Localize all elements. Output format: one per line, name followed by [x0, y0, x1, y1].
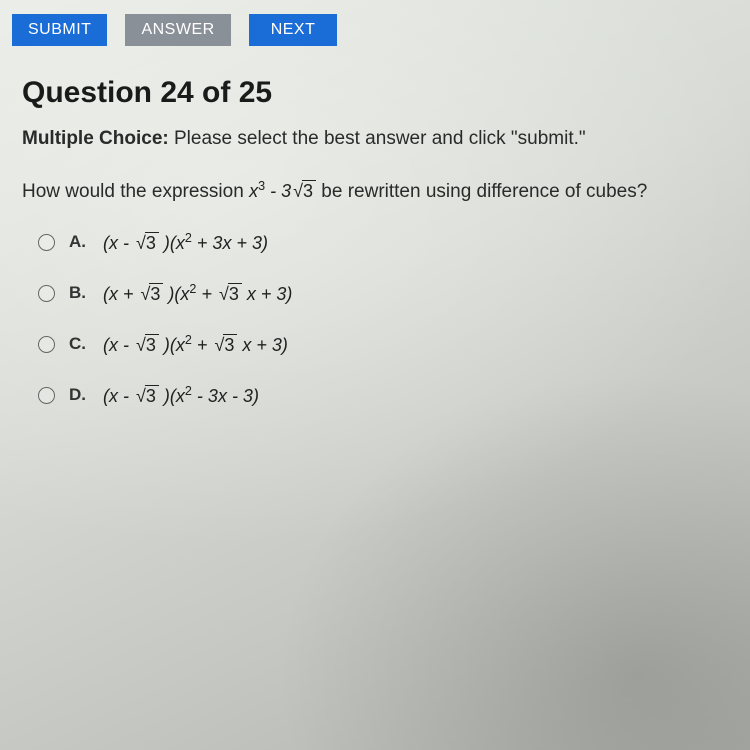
mc-text: Please select the best answer and click … [169, 128, 586, 149]
submit-button[interactable]: SUBMIT [12, 14, 107, 46]
choice-b[interactable]: B. (x + 3 )(x2 + 3 x + 3) [38, 282, 728, 305]
choice-d[interactable]: D. (x - 3 )(x2 - 3x - 3) [38, 384, 728, 407]
choice-expression: (x + 3 )(x2 + 3 x + 3) [103, 282, 292, 305]
toolbar: SUBMIT ANSWER NEXT [0, 0, 750, 56]
choice-letter: C. [69, 334, 89, 354]
choice-expression: (x - 3 )(x2 - 3x - 3) [103, 384, 259, 407]
answer-button[interactable]: ANSWER [125, 14, 230, 46]
mc-label: Multiple Choice: [22, 128, 169, 149]
choice-letter: B. [69, 283, 89, 303]
choices-list: A. (x - 3 )(x2 + 3x + 3) B. (x + 3 )(x2 … [22, 231, 728, 407]
radio-icon[interactable] [38, 387, 55, 404]
radio-icon[interactable] [38, 336, 55, 353]
next-button[interactable]: NEXT [249, 14, 338, 46]
choice-a[interactable]: A. (x - 3 )(x2 + 3x + 3) [38, 231, 728, 254]
question-title: Question 24 of 25 [22, 76, 728, 110]
choice-expression: (x - 3 )(x2 + 3x + 3) [103, 231, 268, 254]
choice-letter: D. [69, 385, 89, 405]
prompt-pre: How would the expression [22, 181, 249, 202]
instruction-line: Multiple Choice: Please select the best … [22, 128, 728, 150]
prompt-expression: x3 - 33 [249, 181, 316, 201]
radio-icon[interactable] [38, 234, 55, 251]
radio-icon[interactable] [38, 285, 55, 302]
choice-expression: (x - 3 )(x2 + 3 x + 3) [103, 333, 288, 356]
prompt-post: be rewritten using difference of cubes? [316, 181, 647, 202]
choice-c[interactable]: C. (x - 3 )(x2 + 3 x + 3) [38, 333, 728, 356]
question-prompt: How would the expression x3 - 33 be rewr… [22, 178, 728, 205]
choice-letter: A. [69, 232, 89, 252]
question-panel: Question 24 of 25 Multiple Choice: Pleas… [0, 56, 750, 407]
